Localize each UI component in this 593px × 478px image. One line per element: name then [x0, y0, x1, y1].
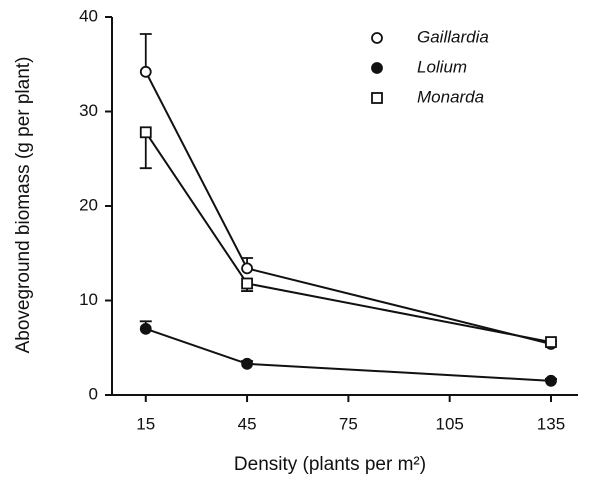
x-tick-label: 105	[435, 414, 463, 433]
legend-label: Gaillardia	[417, 27, 489, 46]
y-tick-label: 0	[89, 384, 98, 403]
y-tick-label: 40	[79, 6, 98, 25]
y-axis-label: Aboveground biomass (g per plant)	[13, 57, 34, 354]
x-tick-label: 75	[339, 414, 358, 433]
series-line	[145, 327, 552, 382]
marker	[241, 262, 253, 275]
marker	[545, 336, 557, 348]
legend-marker	[371, 62, 383, 74]
marker	[241, 357, 253, 370]
marker	[241, 277, 253, 290]
legend-marker	[371, 92, 383, 104]
y-tick-label: 20	[79, 195, 98, 214]
marker	[139, 322, 152, 335]
marker	[139, 126, 152, 139]
error-bar	[139, 33, 152, 72]
y-tick-label: 30	[79, 101, 98, 120]
marker	[139, 65, 152, 78]
legend-label: Monarda	[417, 87, 484, 106]
legend-marker	[371, 32, 383, 44]
marker	[545, 374, 557, 387]
legend-label: Lolium	[417, 57, 467, 76]
y-tick-label: 10	[79, 290, 98, 309]
x-axis-label: Density (plants per m²)	[234, 454, 426, 475]
x-tick-label: 135	[537, 414, 565, 433]
series-line	[144, 131, 552, 344]
x-tick-label: 45	[238, 414, 257, 433]
error-bar	[139, 132, 152, 170]
x-tick-label: 15	[136, 414, 155, 433]
